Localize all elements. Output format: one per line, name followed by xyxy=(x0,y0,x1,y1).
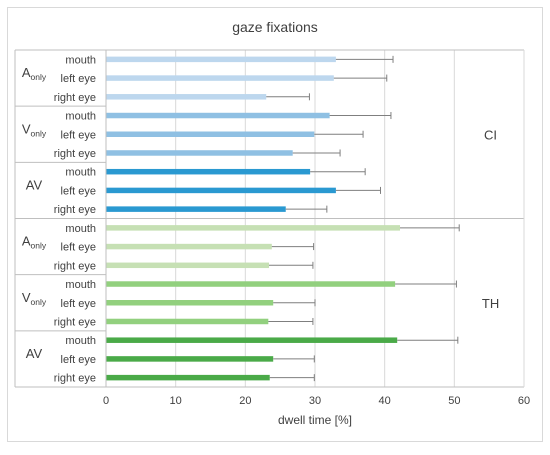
x-axis-label: dwell time [%] xyxy=(278,413,352,427)
bar-label: left eye xyxy=(61,73,96,85)
bar-label: right eye xyxy=(54,148,96,160)
condition-label: AV xyxy=(26,346,43,361)
plot-area: 0 10 20 30 40 50 60 mouth left eye right eye Aonly… xyxy=(14,49,530,407)
condition-label: AV xyxy=(26,177,43,192)
bar xyxy=(106,374,270,381)
x-tick-label: 20 xyxy=(239,395,251,407)
bar-label: right eye xyxy=(54,92,96,104)
bar-label: right eye xyxy=(54,316,96,328)
bar xyxy=(106,168,311,175)
bar-label: right eye xyxy=(54,260,96,272)
bar xyxy=(106,150,293,156)
x-tick-label: 50 xyxy=(448,395,460,407)
bar-label: right eye xyxy=(54,204,96,216)
bar-label: mouth xyxy=(65,335,96,347)
x-tick-label: 0 xyxy=(103,395,109,407)
bar xyxy=(106,356,274,362)
bar-label: right eye xyxy=(54,373,96,385)
x-tick-label: 30 xyxy=(309,395,321,407)
bar xyxy=(106,225,400,231)
group-label: TH xyxy=(482,296,499,311)
bar xyxy=(106,75,334,81)
condition-label: Aonly xyxy=(22,65,47,82)
bar-label: mouth xyxy=(65,167,96,179)
condition-label: Aonly xyxy=(22,234,47,251)
bar xyxy=(106,187,336,194)
bar-label: left eye xyxy=(61,185,96,197)
x-tick-label: 60 xyxy=(518,395,530,407)
bar xyxy=(106,131,315,137)
x-tick-label: 40 xyxy=(379,395,391,407)
bar xyxy=(106,94,267,100)
bar-label: left eye xyxy=(61,354,96,366)
bar xyxy=(106,243,272,250)
bar-label: mouth xyxy=(65,223,96,235)
bar xyxy=(106,206,286,212)
bar xyxy=(106,262,270,269)
x-tick-label: 10 xyxy=(170,395,182,407)
bar-label: left eye xyxy=(61,129,96,141)
bar-label: left eye xyxy=(61,242,96,254)
bar xyxy=(106,112,330,119)
group-label: CI xyxy=(484,127,497,142)
bar-label: mouth xyxy=(65,54,96,66)
condition-label: Vonly xyxy=(22,290,47,307)
chart-title: gaze fixations xyxy=(232,19,318,35)
bar xyxy=(106,337,398,343)
bar-label: mouth xyxy=(65,279,96,291)
condition-label: Vonly xyxy=(22,121,47,138)
bar-label: mouth xyxy=(65,111,96,123)
bar xyxy=(106,300,274,306)
bar xyxy=(106,318,269,325)
bar xyxy=(106,281,396,287)
bar-label: left eye xyxy=(61,298,96,310)
bar xyxy=(106,56,336,63)
